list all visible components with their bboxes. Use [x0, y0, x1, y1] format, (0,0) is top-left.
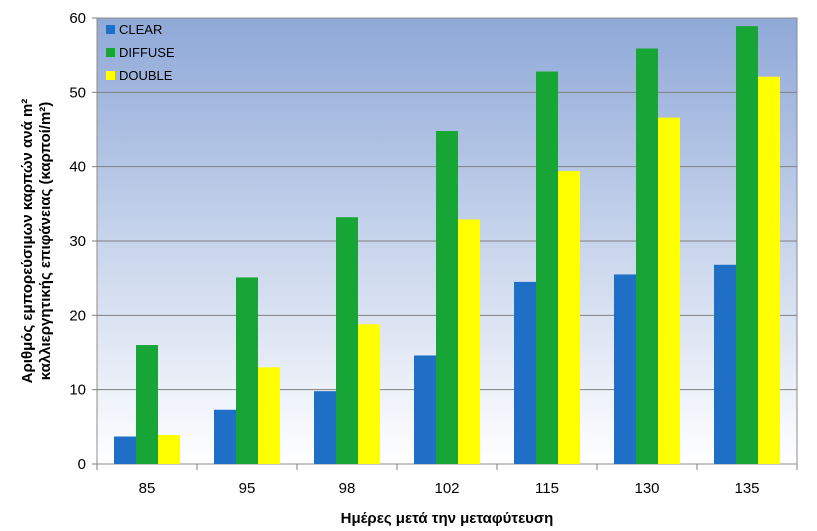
- legend-swatch-clear: [106, 25, 115, 34]
- x-tick-label: 130: [634, 480, 659, 497]
- y-tick-label: 30: [69, 233, 86, 250]
- x-tick-label: 102: [434, 480, 459, 497]
- bar-diffuse-115: [536, 71, 558, 465]
- bar-double-115: [558, 171, 580, 465]
- legend-label-diffuse: DIFFUSE: [119, 45, 175, 60]
- y-tick-label: 10: [69, 382, 86, 399]
- bar-diffuse-85: [136, 345, 158, 464]
- y-axis-title-line1: Αριθμός εμπορεύσιμων καρπών ανά m²: [19, 99, 36, 384]
- bar-double-102: [458, 219, 480, 464]
- legend-swatch-diffuse: [106, 48, 115, 57]
- y-tick-label: 40: [69, 159, 86, 176]
- bar-clear-95: [214, 409, 236, 464]
- x-axis-title: Ημέρες μετά την μεταφύτευση: [341, 510, 554, 527]
- bar-double-135: [758, 76, 780, 465]
- bar-clear-130: [614, 274, 636, 464]
- bar-diffuse-135: [736, 26, 758, 464]
- y-axis-ticks: 0 10 20 30 40 50 60: [69, 10, 97, 473]
- bar-clear-135: [714, 264, 736, 464]
- y-axis-title-line2: καλλιεργητικής επιφάνειας (καρποί/m²): [37, 102, 54, 381]
- y-tick-label: 50: [69, 84, 86, 101]
- bar-clear-85: [114, 436, 136, 464]
- bar-double-85: [158, 435, 180, 464]
- x-tick-label: 98: [339, 480, 356, 497]
- y-tick-label: 60: [69, 10, 86, 27]
- x-tick-label: 95: [239, 480, 256, 497]
- bar-clear-115: [514, 281, 536, 464]
- legend-label-double: DOUBLE: [119, 68, 173, 83]
- x-tick-label: 135: [734, 480, 759, 497]
- y-tick-label: 0: [78, 456, 86, 473]
- bar-double-98: [358, 324, 380, 464]
- x-axis-ticks: 85 95 98 102 115 130 135: [96, 464, 798, 497]
- x-tick-label: 115: [535, 480, 559, 497]
- bar-diffuse-130: [636, 48, 658, 465]
- bar-clear-102: [414, 355, 436, 464]
- bars: [114, 26, 780, 465]
- bar-diffuse-95: [236, 277, 258, 464]
- legend: CLEAR DIFFUSE DOUBLE: [106, 22, 175, 83]
- bar-diffuse-98: [336, 217, 358, 464]
- legend-swatch-double: [106, 71, 115, 80]
- bar-diffuse-102: [436, 130, 458, 464]
- x-tick-label: 85: [139, 480, 156, 497]
- legend-label-clear: CLEAR: [119, 22, 162, 37]
- y-tick-label: 20: [69, 307, 86, 324]
- bar-double-130: [658, 117, 680, 465]
- bar-clear-98: [314, 391, 336, 464]
- bar-double-95: [258, 367, 280, 464]
